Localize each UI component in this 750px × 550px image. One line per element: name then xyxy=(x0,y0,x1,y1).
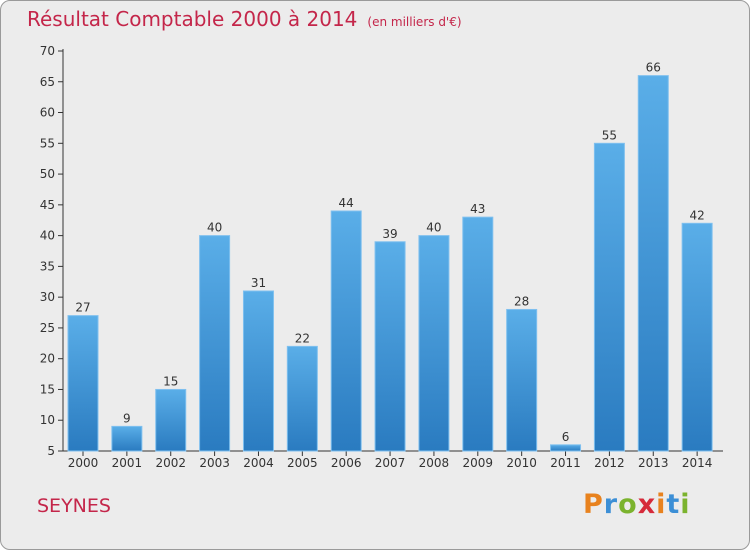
data-label-2007: 39 xyxy=(382,227,397,241)
x-tick-label: 2003 xyxy=(199,456,230,470)
y-tick-label: 40 xyxy=(40,229,55,243)
x-tick-label: 2010 xyxy=(506,456,537,470)
data-label-2003: 40 xyxy=(207,221,222,235)
bar-2013 xyxy=(637,75,669,452)
x-tick-label: 2009 xyxy=(463,456,494,470)
logo-letter: i xyxy=(680,489,691,520)
bar-2005 xyxy=(286,345,318,452)
x-tick-label: 2012 xyxy=(594,456,625,470)
bar-2007 xyxy=(374,241,406,452)
y-tick-label: 20 xyxy=(40,352,55,366)
x-tick-label: 2007 xyxy=(375,456,406,470)
x-tick-label: 2002 xyxy=(155,456,186,470)
logo-letter: o xyxy=(618,489,638,520)
data-label-2008: 40 xyxy=(426,221,441,235)
logo-letter: r xyxy=(603,489,619,520)
data-label-2000: 27 xyxy=(75,301,90,315)
data-label-2004: 31 xyxy=(251,276,266,290)
bar-2006 xyxy=(330,210,362,452)
bar-2011 xyxy=(550,444,582,452)
data-label-2001: 9 xyxy=(123,411,131,425)
x-tick-label: 2008 xyxy=(419,456,450,470)
bar-2003 xyxy=(199,235,231,452)
y-tick-label: 25 xyxy=(40,321,55,335)
data-label-2012: 55 xyxy=(602,128,617,142)
x-axis: 2000 2001 2002 2003 2004 2005 2006 2007 2008 2009… xyxy=(63,450,723,470)
logo-letter: x xyxy=(637,489,657,520)
bar-2014 xyxy=(681,222,713,452)
chart-subtitle: (en milliers d'€) xyxy=(367,15,462,29)
bar-2009 xyxy=(462,216,494,452)
logo-letter: P xyxy=(583,489,604,520)
x-tick-label: 2013 xyxy=(638,456,669,470)
y-tick-label: 45 xyxy=(40,198,55,212)
data-label-2013: 66 xyxy=(646,61,661,75)
data-label-2010: 28 xyxy=(514,294,529,308)
data-label-2002: 15 xyxy=(163,374,178,388)
x-tick-label: 2001 xyxy=(112,456,143,470)
logo-letter: t xyxy=(666,489,681,520)
x-tick-label: 2006 xyxy=(331,456,362,470)
y-tick-label: 70 xyxy=(40,44,55,58)
y-tick-label: 35 xyxy=(40,259,55,273)
chart-title-main: Résultat Comptable 2000 à 2014 xyxy=(27,7,358,31)
y-tick-label: 5 xyxy=(47,444,55,458)
bar-2001 xyxy=(111,425,143,452)
y-tick-label: 10 xyxy=(40,413,55,427)
x-tick-label: 2011 xyxy=(550,456,581,470)
x-tick-label: 2000 xyxy=(68,456,99,470)
y-axis: 5 10 15 20 25 30 35 40 45 50 55 60 65 70 xyxy=(40,44,64,458)
x-tick-label: 2014 xyxy=(682,456,713,470)
bar-2008 xyxy=(418,235,450,452)
y-tick-label: 55 xyxy=(40,136,55,150)
bar-2000 xyxy=(67,315,99,452)
logo-letter: i xyxy=(656,489,667,520)
commune-name: SEYNES xyxy=(37,495,111,517)
y-tick-label: 60 xyxy=(40,106,55,120)
proxiti-logo: Proxiti xyxy=(583,489,691,520)
y-tick-label: 30 xyxy=(40,290,55,304)
data-label-2006: 44 xyxy=(339,196,354,210)
bar-2012 xyxy=(593,142,625,452)
bars: 27 9 15 40 31 22 44 39 40 43 28 6 55 66 42 xyxy=(67,61,713,452)
x-tick-label: 2004 xyxy=(243,456,274,470)
bar-2002 xyxy=(155,388,187,452)
bar-2010 xyxy=(506,308,538,452)
data-label-2014: 42 xyxy=(689,208,704,222)
y-tick-label: 15 xyxy=(40,382,55,396)
bar-2004 xyxy=(242,290,274,452)
y-tick-label: 65 xyxy=(40,75,55,89)
x-tick-label: 2005 xyxy=(287,456,318,470)
data-label-2009: 43 xyxy=(470,202,485,216)
y-tick-label: 50 xyxy=(40,167,55,181)
chart-title: Résultat Comptable 2000 à 2014 (en millie… xyxy=(27,7,462,31)
data-label-2011: 6 xyxy=(562,430,570,444)
data-label-2005: 22 xyxy=(295,331,310,345)
